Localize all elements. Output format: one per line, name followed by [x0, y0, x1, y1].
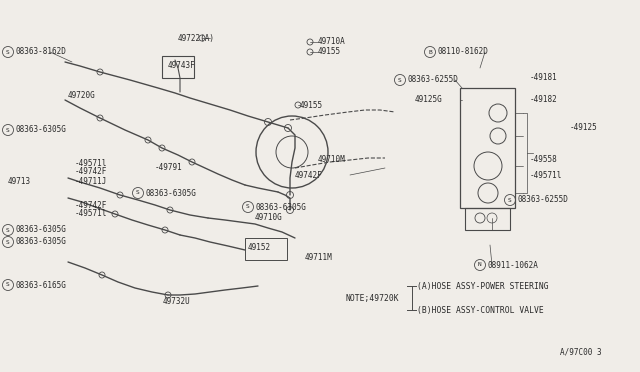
Text: 49732U: 49732U [163, 298, 191, 307]
Text: 08363-6305G: 08363-6305G [255, 202, 306, 212]
Text: 08363-6305G: 08363-6305G [15, 225, 66, 234]
Text: -49742F: -49742F [75, 201, 108, 209]
Text: -49181: -49181 [530, 74, 557, 83]
Text: 08911-1062A: 08911-1062A [487, 260, 538, 269]
Text: 08363-8162D: 08363-8162D [15, 48, 66, 57]
Text: 49713: 49713 [8, 176, 31, 186]
Text: 08110-8162D: 08110-8162D [437, 48, 488, 57]
Text: 49742F: 49742F [295, 170, 323, 180]
Text: -49558: -49558 [530, 155, 557, 164]
Text: 08363-6305G: 08363-6305G [15, 237, 66, 247]
Text: 49155: 49155 [318, 48, 341, 57]
Text: N: N [478, 263, 482, 267]
Text: 49722(A): 49722(A) [178, 33, 215, 42]
Text: -49125: -49125 [570, 124, 598, 132]
Text: 49710G: 49710G [255, 214, 283, 222]
Text: NOTE;49720K: NOTE;49720K [345, 294, 399, 302]
Bar [460, 88, 515, 208]
Text: 49720G: 49720G [68, 90, 96, 99]
Text: 49125G: 49125G [415, 96, 443, 105]
Text: S: S [398, 77, 402, 83]
Text: 49710M: 49710M [318, 155, 346, 164]
Text: S: S [6, 49, 10, 55]
Text: B: B [428, 49, 432, 55]
Text: S: S [6, 228, 10, 232]
Text: 08363-6255D: 08363-6255D [407, 76, 458, 84]
Text: 49743F: 49743F [168, 61, 196, 70]
Text: 49155: 49155 [300, 100, 323, 109]
Text: -49791: -49791 [155, 164, 183, 173]
Text: S: S [246, 205, 250, 209]
Text: S: S [6, 240, 10, 244]
Text: S: S [136, 190, 140, 196]
Text: -49571l: -49571l [75, 209, 108, 218]
Text: 49711M: 49711M [305, 253, 333, 263]
Text: 49710A: 49710A [318, 38, 346, 46]
Text: 08363-6165G: 08363-6165G [15, 280, 66, 289]
Text: 08363-6255D: 08363-6255D [517, 196, 568, 205]
Text: -49571l: -49571l [75, 158, 108, 167]
Text: -49182: -49182 [530, 96, 557, 105]
Text: -49571l: -49571l [530, 170, 563, 180]
Text: -49711J: -49711J [75, 176, 108, 186]
Text: S: S [508, 198, 512, 202]
Text: -49742F: -49742F [75, 167, 108, 176]
Bar [245, 238, 287, 260]
Text: S: S [6, 282, 10, 288]
Text: (B)HOSE ASSY-CONTROL VALVE: (B)HOSE ASSY-CONTROL VALVE [417, 305, 544, 314]
Text: A/97C00 3: A/97C00 3 [560, 347, 602, 356]
Text: 49152: 49152 [248, 243, 271, 251]
Bar [162, 56, 194, 78]
Text: S: S [6, 128, 10, 132]
Text: 08363-6305G: 08363-6305G [15, 125, 66, 135]
Text: (A)HOSE ASSY-POWER STEERING: (A)HOSE ASSY-POWER STEERING [417, 282, 548, 291]
Bar [465, 208, 510, 230]
Text: 08363-6305G: 08363-6305G [145, 189, 196, 198]
